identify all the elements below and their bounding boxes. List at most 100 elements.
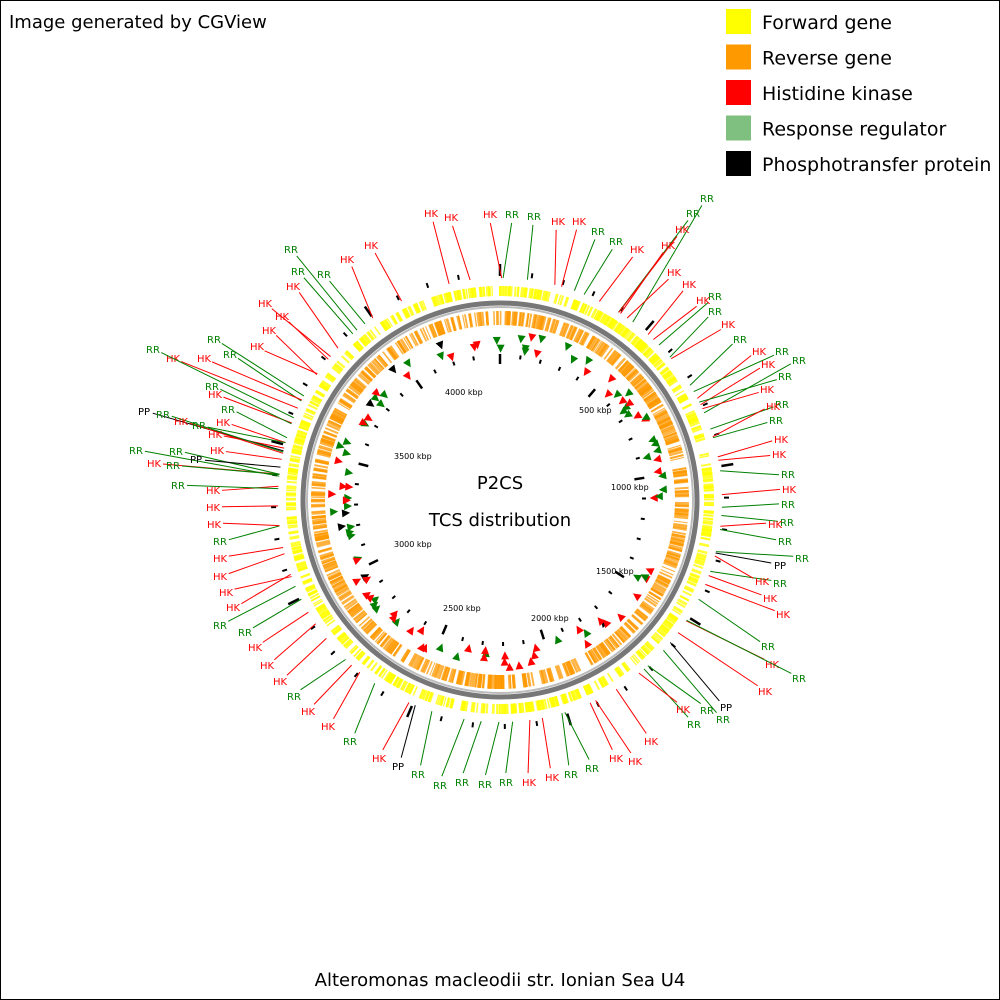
feature-leader (714, 555, 754, 579)
forward-gene (457, 289, 463, 301)
feature-leader (252, 598, 302, 629)
forward-gene (661, 369, 672, 378)
reverse-gene (513, 311, 518, 326)
forward-gene (663, 371, 674, 381)
forward-gene (340, 635, 349, 644)
feature-label: RR (146, 345, 160, 356)
forward-gene (345, 350, 355, 359)
tcs-marker (521, 344, 530, 353)
feature-leader (452, 225, 471, 281)
forward-gene (624, 330, 632, 339)
forward-gene (298, 424, 310, 431)
feature-label: HK (197, 354, 212, 365)
forward-gene (479, 286, 483, 297)
reverse-gene (330, 414, 345, 423)
reverse-gene (643, 391, 657, 402)
forward-gene (695, 437, 706, 443)
forward-gene (677, 599, 687, 606)
forward-gene (642, 347, 653, 357)
feature-leader (573, 239, 596, 292)
forward-gene (653, 633, 662, 642)
forward-gene (291, 545, 302, 551)
reverse-gene (667, 444, 682, 450)
forward-gene (650, 636, 660, 645)
tcs-marker (585, 355, 594, 365)
tcs-marker (613, 389, 623, 398)
forward-gene (304, 412, 314, 418)
reverse-gene (584, 651, 594, 666)
reverse-gene (564, 661, 573, 676)
reverse-gene (422, 659, 431, 674)
feature-label: RR (223, 350, 237, 361)
feature-label: HK (213, 554, 228, 565)
outer-tick (353, 672, 359, 678)
forward-gene (631, 336, 640, 346)
forward-gene (482, 703, 486, 714)
feature-label: HK (219, 588, 234, 599)
feature-label: RR (687, 720, 701, 731)
forward-gene (660, 624, 670, 633)
reverse-gene (323, 562, 338, 570)
forward-gene (636, 340, 645, 350)
reverse-gene (389, 345, 400, 359)
feature-label: HK (721, 320, 736, 331)
reverse-gene (348, 605, 362, 616)
reverse-gene (650, 403, 664, 412)
feature-leader (710, 570, 772, 581)
circular-map: 500 kbp 1000 kbp 1500 kbp 2000 kbp 2500 kbp 3… (129, 194, 809, 792)
reverse-gene (341, 594, 355, 605)
forward-gene (294, 437, 305, 444)
feature-label: HK (572, 217, 587, 228)
forward-gene (702, 524, 713, 529)
reverse-gene (352, 380, 365, 391)
feature-label: HK (364, 241, 379, 252)
forward-gene (465, 288, 469, 299)
forward-gene (631, 655, 639, 664)
reverse-gene (461, 314, 466, 329)
feature-label: HK (628, 757, 643, 768)
forward-gene (374, 665, 383, 675)
tcs-marker (528, 333, 537, 342)
reverse-gene (471, 672, 476, 688)
reverse-gene (364, 367, 376, 379)
reverse-gene (409, 653, 419, 668)
tcs-marker (463, 644, 472, 653)
forward-gene (702, 519, 713, 524)
feature-leader (303, 277, 354, 335)
forward-gene (584, 305, 591, 315)
feature-label: HK (644, 737, 659, 748)
forward-gene (472, 702, 476, 713)
reverse-gene (311, 505, 326, 508)
reverse-gene (567, 325, 574, 339)
forward-gene (703, 517, 714, 520)
forward-gene (295, 434, 306, 440)
outer-tick (281, 568, 288, 573)
forward-gene (305, 585, 317, 593)
reverse-gene (654, 410, 668, 420)
reverse-gene (312, 476, 327, 481)
feature-label: HK (208, 390, 223, 401)
forward-gene (584, 684, 591, 695)
feature-leader (333, 671, 361, 720)
reverse-gene (350, 382, 363, 394)
reverse-gene (611, 633, 623, 646)
reverse-gene (387, 640, 397, 653)
feature-label: RR (166, 461, 180, 472)
forward-gene (645, 349, 655, 359)
forward-gene (621, 663, 629, 673)
reverse-gene (552, 319, 560, 334)
forward-gene (390, 315, 398, 325)
reverse-gene (385, 639, 396, 652)
feature-leader (271, 308, 331, 357)
reverse-gene (357, 374, 370, 385)
forward-gene (421, 300, 427, 311)
reverse-gene (642, 389, 655, 399)
feature-leader (237, 357, 302, 402)
forward-gene (331, 366, 341, 375)
reverse-gene (382, 637, 394, 650)
inner-tick (557, 366, 562, 372)
tcs-marker (538, 334, 547, 344)
reverse-gene (440, 666, 448, 681)
forward-gene (603, 315, 611, 326)
tcs-marker (402, 371, 411, 380)
